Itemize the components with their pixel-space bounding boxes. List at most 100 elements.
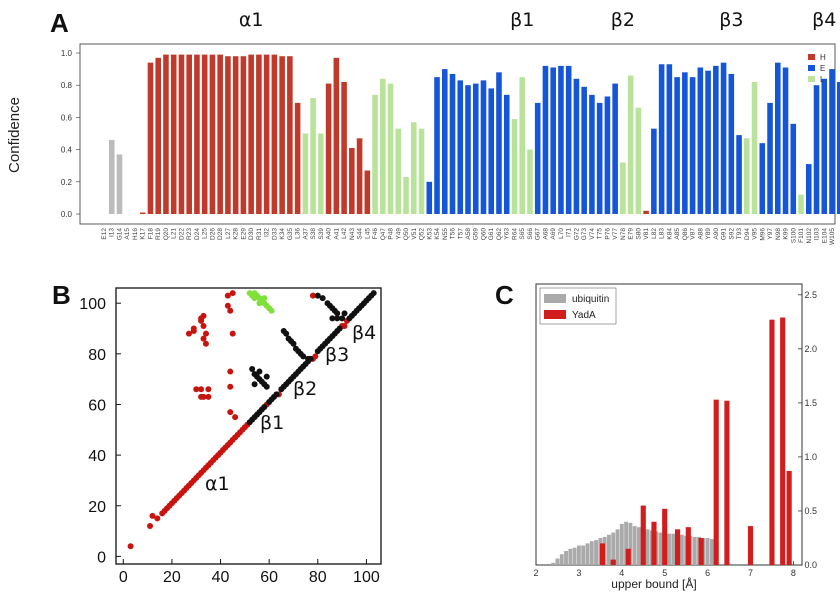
c-bar-ubiquitin [607,534,611,565]
legend-e-label: E [820,64,825,73]
a-bar-G35 [287,56,293,214]
b-point-0 [229,290,236,297]
b-point-0 [232,414,239,421]
a-bar-D30 [248,54,254,214]
a-bar-F18 [147,62,154,214]
a-residue-label: Y89 [705,228,712,240]
c-xtick-label: 2 [533,568,538,578]
a-bar-D22 [178,54,185,214]
a-ss-label: α1 [239,9,264,31]
panel-a-ylabel: Confidence [6,97,23,173]
b-xtick-label: 20 [163,569,181,586]
a-residue-label: L36 [295,228,302,239]
c-ytick-label: 0.0 [804,560,817,570]
c-bar-yada [724,400,730,565]
a-residue-label: N102 [806,228,813,244]
c-xtick-label: 6 [705,568,710,578]
a-bar-D33 [271,54,278,214]
a-ss-label: β4 [812,9,836,31]
b-point-0 [224,302,231,309]
annotation-alpha1: α1 [205,473,230,495]
panel-a-bars [108,54,840,215]
b-ytick-label: 80 [88,347,106,364]
c-xtick-label: 4 [619,568,624,578]
a-residue-label: S44 [357,228,364,240]
c-bar-ubiquitin [576,545,581,565]
a-bar-A37 [302,133,309,214]
legend-l-label: L [820,75,825,84]
a-residue-label: A37 [302,228,309,240]
a-ytick-label: 0.6 [61,113,73,122]
a-residue-label: A85 [674,228,681,240]
c-bar-ubiquitin [632,526,637,565]
a-bar-P76 [604,96,611,214]
a-bar-P48 [387,83,394,214]
panel-a-yticks: 0.0 0.2 0.4 0.6 0.8 1.0 [61,49,80,219]
a-residue-label: R31 [256,228,263,240]
a-bar-G61 [488,88,495,214]
c-bar-ubiquitin [589,541,594,565]
a-residue-label: K99 [783,228,790,240]
a-bar-A58 [465,85,471,214]
a-residue-label: Y49 [395,228,402,240]
c-bar-yada [610,559,616,565]
a-residue-label: E104 [821,228,828,244]
b-point-0 [341,322,348,329]
a-residue-label: V95 [752,228,759,240]
c-bar-ubiquitin [585,543,590,565]
a-residue-label: G61 [488,228,495,241]
b-point-1 [263,373,270,380]
a-bar-G73 [581,86,587,214]
panel-b-points [127,290,377,550]
b-point-0 [205,393,212,400]
b-point-1 [249,366,256,373]
a-bar-T93 [736,135,742,214]
c-ytick-label: 2.0 [804,344,817,354]
a-ss-label: β2 [611,9,635,31]
legend-e-swatch [808,65,815,71]
c-xtick-label: 7 [748,568,753,578]
a-residue-label: A58 [465,228,472,240]
a-residue-label: K84 [666,228,673,240]
b-point-0 [200,393,207,400]
a-residue-label: S38 [310,228,317,240]
a-residue-label: D26 [209,228,216,240]
a-bar-A88 [697,67,704,215]
b-point-1 [305,355,312,362]
c-bar-ubiquitin [619,523,624,565]
panel-b-ticks: 0 20 40 60 80 100 0 20 40 60 80 100 [79,296,380,586]
b-ytick-label: 60 [88,397,106,414]
c-bar-ubiquitin [624,521,629,565]
a-bar-L25 [201,54,208,214]
a-bar-I71 [565,65,572,214]
c-bar-ubiquitin [611,532,616,565]
a-bar-Q60 [480,80,487,215]
a-bar-Q50 [403,176,409,214]
panel-b-annotations: α1 β1 β2 β3 β4 [205,322,376,495]
a-ss-label: β1 [510,9,534,31]
a-bar-V51 [410,122,417,214]
a-bar-G67 [534,102,541,214]
a-residue-label: K34 [279,228,286,240]
a-bar-V74 [589,94,595,214]
a-residue-label: Y63 [504,228,511,240]
a-bar-K34 [279,56,285,214]
a-bar-S44 [356,138,363,214]
b-point-0 [200,312,207,319]
b-ytick-label: 20 [88,499,106,516]
a-bar-Y63 [503,94,510,214]
a-bar-L82 [651,128,657,214]
a-bar-I103 [813,85,820,214]
c-bar-yada [685,527,691,565]
a-bar-D26 [209,54,216,214]
a-residue-label: S66 [527,228,534,240]
a-residue-label: Q20 [163,228,170,241]
legend-ubiquitin-swatch [544,294,566,303]
a-bar-S80 [635,107,642,214]
c-bar-ubiquitin [615,529,620,565]
a-residue-label: L82 [651,228,658,239]
a-residue-label: A40 [326,228,333,240]
a-bar-K54 [434,77,440,215]
b-point-1 [329,315,336,322]
c-ytick-label: 1.5 [804,398,817,408]
